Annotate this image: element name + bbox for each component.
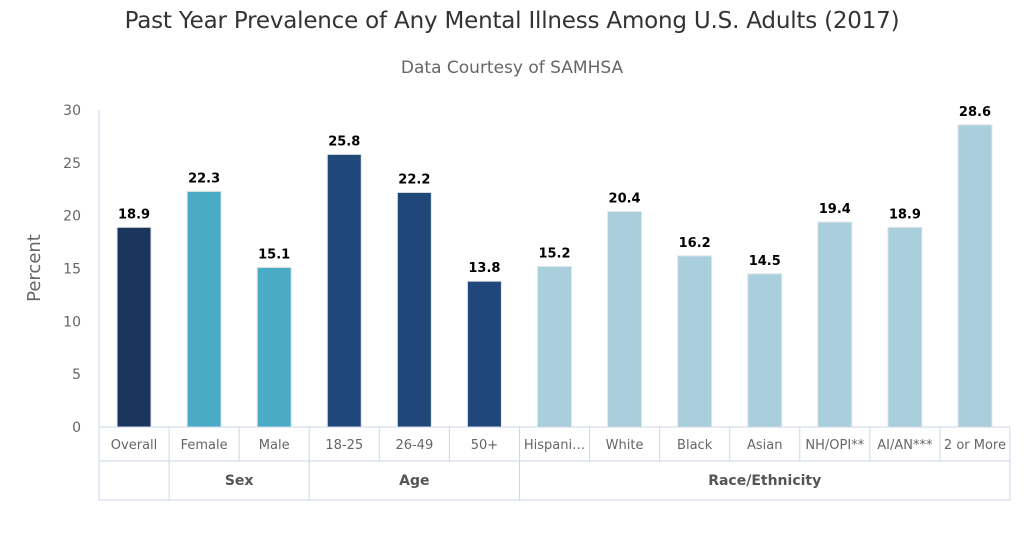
data-label: 16.2 — [679, 236, 711, 251]
data-label: 18.9 — [118, 207, 150, 222]
x-tick-label: White — [606, 438, 644, 453]
data-label: 15.2 — [538, 246, 570, 261]
x-tick-label: 26-49 — [395, 438, 433, 453]
x-tick-label: NH/OPI** — [805, 438, 864, 453]
y-axis-ticks: 0 5 10 15 20 25 30 — [63, 103, 81, 436]
chart-title: Past Year Prevalence of Any Mental Illne… — [124, 8, 900, 34]
y-tick-label: 10 — [63, 314, 81, 330]
data-label: 22.3 — [188, 171, 220, 186]
y-axis-label: Percent — [24, 234, 45, 302]
y-tick-label: 25 — [63, 156, 81, 172]
data-label: 18.9 — [889, 207, 921, 222]
bar — [256, 266, 292, 428]
bar — [186, 190, 222, 428]
x-tick-label: Black — [677, 438, 713, 453]
bar — [957, 124, 993, 428]
bar — [607, 210, 643, 428]
data-label: 13.8 — [468, 261, 500, 276]
data-label: 25.8 — [328, 134, 360, 149]
bar — [887, 226, 923, 428]
data-label: 14.5 — [749, 254, 781, 269]
bar — [466, 280, 502, 428]
group-label: Sex — [225, 473, 254, 489]
bar — [116, 226, 152, 428]
bar — [677, 255, 713, 428]
data-label: 28.6 — [959, 105, 991, 120]
y-tick-label: 15 — [63, 262, 81, 278]
y-tick-label: 5 — [72, 367, 81, 383]
data-label: 15.1 — [258, 247, 290, 262]
y-tick-label: 0 — [72, 420, 81, 436]
x-tick-label: Hispani… — [524, 438, 585, 453]
bar — [326, 153, 362, 428]
chart-subtitle: Data Courtesy of SAMHSA — [400, 58, 624, 78]
data-labels: 18.9 22.3 15.1 25.8 22.2 13.8 15.2 20.4 16.2 14.5… — [118, 105, 991, 276]
y-tick-label: 30 — [63, 103, 81, 119]
bar — [747, 273, 783, 428]
bar — [537, 265, 572, 428]
data-label: 20.4 — [609, 191, 641, 206]
x-axis: Overall Female Male 18-25 26-49 50+ Hispani… Wh… — [98, 110, 1011, 501]
x-tick-label: 50+ — [471, 438, 498, 453]
x-tick-label: AI/AN*** — [877, 438, 933, 453]
group-label: Age — [399, 473, 429, 489]
data-label: 19.4 — [819, 202, 851, 217]
bars — [116, 124, 993, 428]
bar — [396, 191, 432, 428]
group-label: Race/Ethnicity — [708, 473, 821, 489]
x-tick-label: Asian — [747, 438, 782, 453]
x-tick-label: Male — [259, 438, 290, 453]
x-tick-label: Overall — [111, 438, 157, 453]
x-tick-label: 2 or More — [944, 438, 1006, 453]
x-tick-label: 18-25 — [325, 438, 363, 453]
y-tick-label: 20 — [63, 209, 81, 225]
bar — [817, 221, 853, 428]
data-label: 22.2 — [398, 172, 430, 187]
x-tick-label: Female — [181, 438, 228, 453]
